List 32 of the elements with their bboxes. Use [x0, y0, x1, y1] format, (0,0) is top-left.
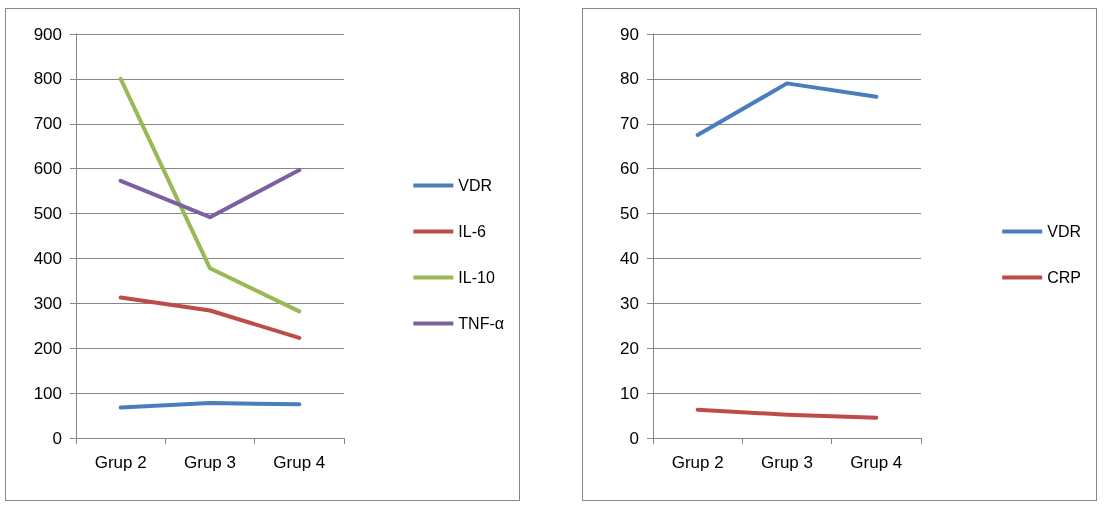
legend-label: CRP: [1047, 269, 1081, 286]
y-tick-label: 800: [33, 69, 62, 89]
y-tick-label: 500: [33, 204, 62, 224]
legend-label: IL-6: [458, 223, 486, 240]
y-tick-label: 90: [620, 24, 639, 44]
legend-label: TNF-α: [458, 315, 505, 332]
legend-label: VDR: [458, 177, 493, 194]
y-tick-label: 600: [33, 159, 62, 179]
y-tick-label: 400: [33, 248, 62, 268]
y-tick-label: 0: [52, 428, 62, 448]
y-tick-label: 40: [620, 248, 639, 268]
y-tick-label: 50: [620, 204, 639, 224]
x-tick-label: Grup 2: [671, 453, 724, 472]
y-tick-label: 900: [33, 24, 62, 44]
y-tick-label: 10: [620, 383, 639, 403]
x-tick-label: Grup 4: [850, 453, 903, 472]
y-tick-label: 700: [33, 114, 62, 134]
y-tick-label: 60: [620, 159, 639, 179]
y-tick-label: 300: [33, 293, 62, 313]
y-tick-label: 20: [620, 338, 639, 358]
x-tick-label: Grup 3: [184, 453, 236, 472]
legend-label: IL-10: [458, 269, 495, 286]
y-tick-label: 70: [620, 114, 639, 134]
y-tick-label: 100: [33, 383, 62, 403]
y-tick-label: 80: [620, 69, 639, 89]
x-tick-label: Grup 2: [94, 453, 147, 472]
legend-label: VDR: [1047, 223, 1081, 240]
x-tick-label: Grup 3: [761, 453, 813, 472]
y-tick-label: 0: [629, 428, 639, 448]
x-tick-label: Grup 4: [273, 453, 326, 472]
y-tick-label: 30: [620, 293, 639, 313]
y-tick-label: 200: [33, 338, 62, 358]
